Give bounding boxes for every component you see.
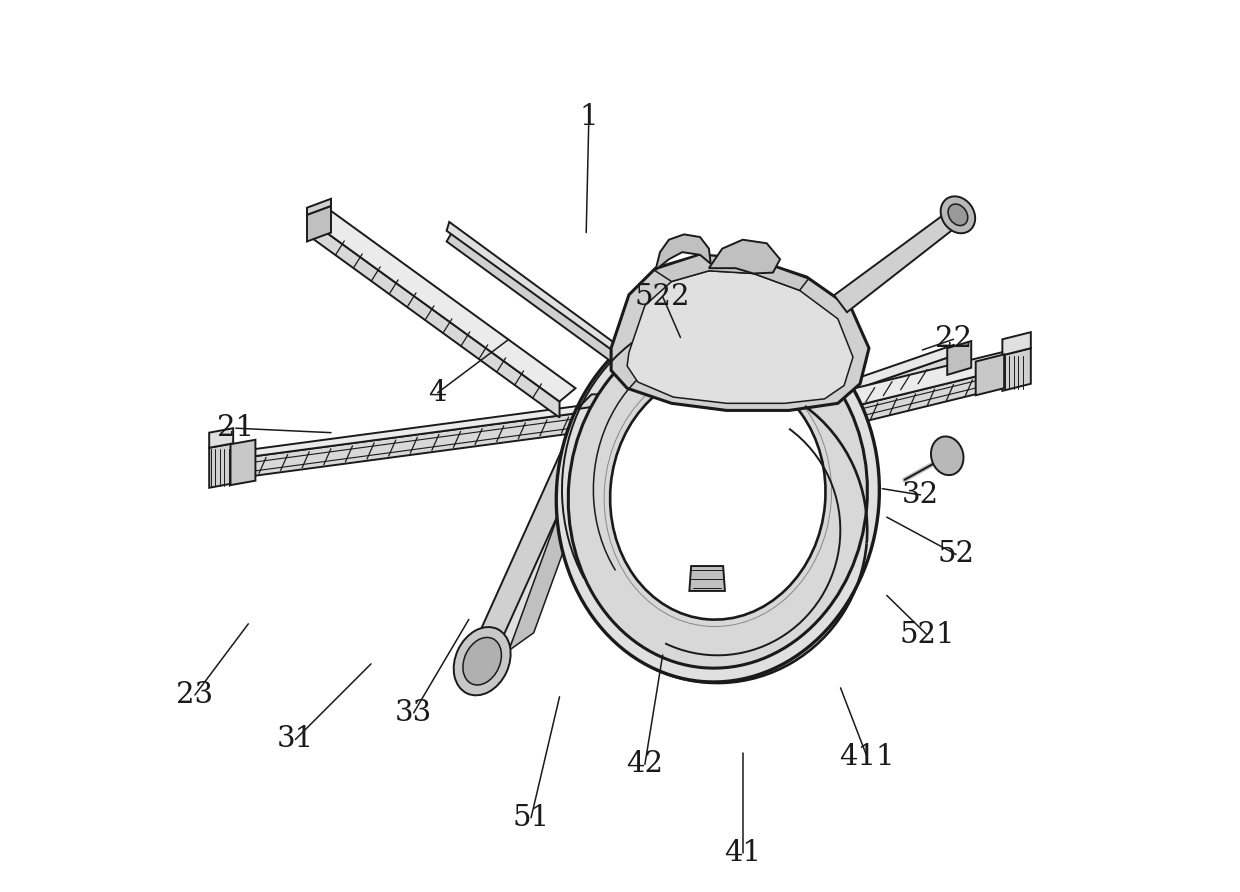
Text: 41: 41 (724, 839, 761, 867)
Polygon shape (310, 208, 575, 401)
Text: 33: 33 (396, 698, 433, 727)
Ellipse shape (610, 370, 826, 620)
Polygon shape (1002, 348, 1030, 391)
Ellipse shape (454, 627, 511, 696)
Polygon shape (595, 419, 656, 450)
Text: 42: 42 (626, 750, 663, 779)
Polygon shape (709, 240, 780, 274)
Text: 31: 31 (277, 725, 314, 754)
Polygon shape (231, 440, 255, 485)
Polygon shape (469, 438, 593, 667)
Polygon shape (308, 206, 331, 242)
Ellipse shape (557, 308, 879, 682)
Polygon shape (211, 401, 611, 462)
Text: 411: 411 (839, 743, 895, 772)
Polygon shape (656, 235, 711, 270)
Ellipse shape (463, 638, 501, 685)
Text: 51: 51 (512, 804, 549, 831)
Polygon shape (210, 443, 233, 488)
Polygon shape (947, 341, 971, 375)
Polygon shape (308, 199, 331, 215)
Polygon shape (689, 566, 725, 591)
Polygon shape (1002, 332, 1030, 355)
Text: 521: 521 (899, 621, 955, 648)
Text: 21: 21 (217, 414, 254, 442)
Polygon shape (446, 222, 615, 352)
Polygon shape (611, 255, 869, 410)
Text: 23: 23 (176, 681, 213, 709)
Text: 4: 4 (429, 378, 446, 407)
Polygon shape (707, 344, 955, 441)
Polygon shape (976, 354, 1004, 395)
Ellipse shape (568, 322, 868, 668)
Polygon shape (578, 392, 682, 410)
Text: 22: 22 (935, 326, 972, 353)
Polygon shape (707, 357, 949, 457)
Polygon shape (673, 350, 1012, 450)
Polygon shape (627, 271, 853, 403)
Ellipse shape (949, 204, 967, 226)
Text: 52: 52 (937, 541, 975, 568)
Polygon shape (578, 392, 682, 455)
Polygon shape (211, 409, 611, 482)
Polygon shape (835, 208, 963, 312)
Polygon shape (446, 231, 615, 361)
Text: 1: 1 (579, 103, 598, 131)
Polygon shape (310, 221, 559, 417)
Polygon shape (508, 437, 605, 650)
Ellipse shape (941, 196, 975, 234)
Polygon shape (210, 428, 233, 448)
Text: 32: 32 (901, 481, 939, 509)
Text: 522: 522 (635, 283, 691, 310)
Polygon shape (653, 255, 808, 291)
Polygon shape (490, 448, 598, 669)
Ellipse shape (931, 436, 963, 475)
Polygon shape (673, 368, 1012, 468)
